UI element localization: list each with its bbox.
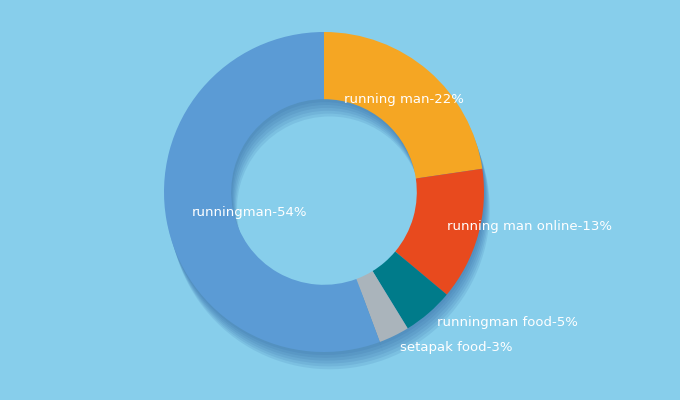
Wedge shape <box>169 46 385 366</box>
Wedge shape <box>166 38 381 358</box>
Text: setapak food-3%: setapak food-3% <box>400 341 512 354</box>
Wedge shape <box>377 263 451 340</box>
Wedge shape <box>377 266 452 343</box>
Wedge shape <box>395 169 484 295</box>
Wedge shape <box>167 41 383 361</box>
Wedge shape <box>358 277 409 348</box>
Wedge shape <box>165 35 381 355</box>
Text: runningman-54%: runningman-54% <box>192 206 307 219</box>
Wedge shape <box>378 269 452 346</box>
Wedge shape <box>328 44 486 190</box>
Wedge shape <box>170 49 386 369</box>
Wedge shape <box>359 280 411 350</box>
Wedge shape <box>397 174 486 300</box>
Wedge shape <box>329 46 487 193</box>
Text: running man-22%: running man-22% <box>343 94 464 106</box>
Wedge shape <box>357 274 409 345</box>
Wedge shape <box>168 44 384 364</box>
Wedge shape <box>327 41 486 187</box>
Wedge shape <box>396 172 485 298</box>
Wedge shape <box>326 38 484 184</box>
Wedge shape <box>164 32 380 352</box>
Wedge shape <box>362 288 413 359</box>
Text: runningman food-5%: runningman food-5% <box>437 316 578 329</box>
Wedge shape <box>373 254 447 331</box>
Wedge shape <box>361 286 413 356</box>
Wedge shape <box>356 271 408 342</box>
Wedge shape <box>400 183 489 309</box>
Wedge shape <box>401 186 490 312</box>
Wedge shape <box>375 257 449 334</box>
Text: running man online-13%: running man online-13% <box>447 220 612 233</box>
Wedge shape <box>373 252 447 328</box>
Wedge shape <box>398 178 487 303</box>
Wedge shape <box>330 49 488 196</box>
Wedge shape <box>324 32 482 178</box>
Wedge shape <box>360 283 411 354</box>
Wedge shape <box>325 35 483 182</box>
Wedge shape <box>375 260 449 337</box>
Wedge shape <box>399 180 488 306</box>
